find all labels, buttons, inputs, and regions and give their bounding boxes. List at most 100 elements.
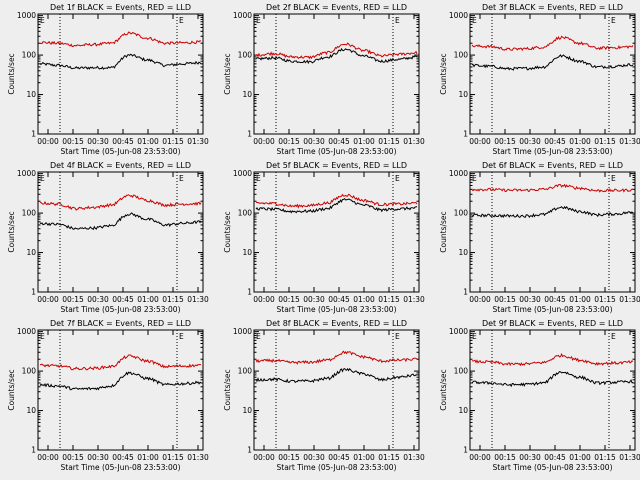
e-marker-label: E	[179, 332, 184, 341]
x-tick-label: 01:00	[353, 137, 375, 146]
series-line-events	[255, 47, 418, 65]
y-tick-label: 100	[238, 209, 253, 218]
x-tick-label: 00:45	[328, 137, 350, 146]
x-tick-label: 00:15	[494, 295, 516, 304]
x-tick-label: 01:30	[619, 137, 640, 146]
x-tick-label: 01:30	[403, 137, 425, 146]
x-tick-label: 00:30	[303, 295, 325, 304]
e-marker-label: E	[179, 174, 184, 183]
chart-panel-1: Det 1f BLACK = Events, RED = LLD 1 10 100 10…	[7, 3, 209, 156]
series-line-lld	[39, 354, 201, 371]
x-tick-label: 00:15	[278, 137, 300, 146]
x-tick-label: 00:30	[303, 137, 325, 146]
x-tick-label: 00:15	[62, 137, 84, 146]
y-axis-label: Counts/sec	[439, 211, 448, 252]
y-axis-label: Counts/sec	[7, 211, 16, 252]
x-tick-label: 00:30	[87, 295, 109, 304]
series-line-lld	[39, 194, 202, 211]
series-line-lld	[471, 183, 634, 193]
plot-frame	[253, 329, 420, 451]
x-tick-label: 00:15	[494, 137, 516, 146]
x-axis-label: Start Time (05-Jun-08 23:53:00)	[61, 463, 181, 472]
x-tick-label: 01:15	[378, 137, 400, 146]
x-axis-label: Start Time (05-Jun-08 23:53:00)	[277, 463, 397, 472]
series-line-events	[471, 205, 634, 219]
x-tick-label: 00:30	[303, 453, 325, 462]
e-marker-label: E	[179, 16, 184, 25]
y-tick-label: 100	[454, 51, 469, 60]
y-axis-label: Counts/sec	[7, 369, 16, 410]
e-marker-label: E	[256, 332, 261, 341]
x-tick-label: 01:00	[569, 137, 591, 146]
y-tick-label: 100	[238, 51, 253, 60]
x-tick-label: 01:15	[594, 453, 616, 462]
plot-frame	[253, 171, 420, 293]
x-tick-label: 00:15	[62, 453, 84, 462]
x-axis-label: Start Time (05-Jun-08 23:53:00)	[277, 305, 397, 314]
e-marker-label: E	[395, 16, 400, 25]
chart-title: Det 3f BLACK = Events, RED = LLD	[482, 3, 623, 12]
x-tick-label: 00:00	[253, 137, 275, 146]
x-axis-label: Start Time (05-Jun-08 23:53:00)	[277, 147, 397, 156]
y-tick-label: 10	[458, 406, 468, 415]
x-tick-label: 01:15	[378, 295, 400, 304]
chart-panel-8: Det 8f BLACK = Events, RED = LLD 1 10 100 10…	[223, 319, 425, 472]
y-tick-label: 1	[463, 130, 468, 139]
chart-title: Det 5f BLACK = Events, RED = LLD	[266, 161, 407, 170]
series-line-lld	[255, 350, 418, 365]
plot-frame	[469, 13, 636, 135]
y-tick-label: 100	[454, 209, 469, 218]
series-line-lld	[471, 35, 634, 52]
x-tick-label: 01:00	[137, 453, 159, 462]
x-tick-label: 00:45	[112, 137, 134, 146]
chart-title: Det 2f BLACK = Events, RED = LLD	[266, 3, 407, 12]
y-axis-label: Counts/sec	[223, 369, 232, 410]
x-tick-label: 01:00	[353, 295, 375, 304]
e-marker-label: E	[40, 174, 45, 183]
y-tick-label: 1000	[449, 11, 468, 20]
x-axis-label: Start Time (05-Jun-08 23:53:00)	[493, 305, 613, 314]
chart-title: Det 4f BLACK = Events, RED = LLD	[50, 161, 191, 170]
chart-panel-3: Det 3f BLACK = Events, RED = LLD 1 10 100 10…	[439, 3, 640, 156]
x-axis-label: Start Time (05-Jun-08 23:53:00)	[61, 147, 181, 156]
x-tick-label: 00:15	[278, 295, 300, 304]
series-line-events	[39, 212, 202, 231]
y-tick-label: 1000	[449, 327, 468, 336]
chart-panel-2: Det 2f BLACK = Events, RED = LLD 1 10 100 10…	[223, 3, 425, 156]
series-line-events	[255, 198, 418, 214]
y-tick-label: 1	[247, 446, 252, 455]
y-tick-label: 1	[247, 288, 252, 297]
x-tick-label: 00:00	[469, 295, 491, 304]
y-tick-label: 1000	[233, 327, 252, 336]
x-tick-label: 00:15	[62, 295, 84, 304]
y-tick-label: 1	[247, 130, 252, 139]
y-tick-label: 1000	[17, 169, 36, 178]
e-marker-label: E	[611, 16, 616, 25]
chart-title: Det 9f BLACK = Events, RED = LLD	[482, 319, 623, 328]
e-marker-label: E	[395, 174, 400, 183]
series-line-events	[255, 367, 417, 384]
series-line-events	[39, 53, 202, 70]
plot-frame	[37, 171, 204, 293]
y-tick-label: 100	[22, 51, 37, 60]
chart-title: Det 1f BLACK = Events, RED = LLD	[50, 3, 191, 12]
chart-panel-9: Det 9f BLACK = Events, RED = LLD 1 10 100 10…	[439, 319, 640, 472]
y-tick-label: 10	[26, 90, 36, 99]
chart-panel-7: Det 7f BLACK = Events, RED = LLD 1 10 100 10…	[7, 319, 209, 472]
x-tick-label: 00:00	[37, 295, 59, 304]
x-tick-label: 00:30	[87, 137, 109, 146]
y-tick-label: 1000	[17, 327, 36, 336]
y-tick-label: 100	[22, 209, 37, 218]
y-tick-label: 10	[458, 248, 468, 257]
e-marker-label: E	[40, 332, 45, 341]
y-tick-label: 10	[26, 248, 36, 257]
x-axis-label: Start Time (05-Jun-08 23:53:00)	[493, 147, 613, 156]
y-tick-label: 10	[458, 90, 468, 99]
y-tick-label: 10	[26, 406, 36, 415]
y-axis-label: Counts/sec	[7, 53, 16, 94]
chart-panel-6: Det 6f BLACK = Events, RED = LLD 1 10 100 10…	[439, 161, 640, 314]
series-line-events	[471, 371, 634, 388]
e-marker-label: E	[472, 174, 477, 183]
y-tick-label: 100	[454, 367, 469, 376]
